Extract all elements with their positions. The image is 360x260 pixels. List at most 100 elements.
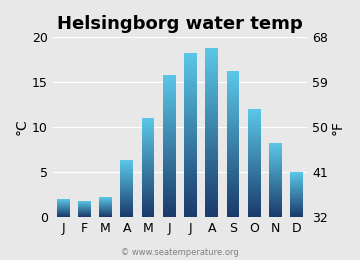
- Bar: [248, 201, 261, 202]
- Bar: [142, 148, 154, 149]
- Bar: [163, 75, 176, 77]
- Bar: [206, 191, 218, 193]
- Bar: [227, 126, 239, 128]
- Bar: [248, 167, 261, 168]
- Bar: [269, 203, 282, 204]
- Bar: [227, 142, 239, 144]
- Bar: [184, 196, 197, 198]
- Bar: [142, 164, 154, 165]
- Bar: [184, 209, 197, 211]
- Bar: [121, 197, 133, 198]
- Bar: [142, 122, 154, 123]
- Bar: [248, 119, 261, 120]
- Bar: [227, 159, 239, 160]
- Bar: [163, 164, 176, 165]
- Bar: [248, 147, 261, 148]
- Bar: [121, 177, 133, 178]
- Bar: [142, 123, 154, 124]
- Bar: [206, 130, 218, 132]
- Bar: [184, 182, 197, 184]
- Bar: [269, 192, 282, 193]
- Bar: [184, 186, 197, 188]
- Bar: [227, 115, 239, 117]
- Bar: [227, 72, 239, 73]
- Bar: [121, 189, 133, 190]
- Bar: [227, 171, 239, 173]
- Bar: [269, 160, 282, 161]
- Bar: [227, 79, 239, 81]
- Bar: [206, 80, 218, 82]
- Bar: [291, 212, 303, 213]
- Bar: [121, 207, 133, 208]
- Bar: [206, 59, 218, 61]
- Bar: [206, 189, 218, 191]
- Bar: [269, 195, 282, 196]
- Bar: [121, 170, 133, 171]
- Bar: [269, 168, 282, 169]
- Bar: [163, 132, 176, 133]
- Bar: [248, 203, 261, 205]
- Bar: [227, 184, 239, 186]
- Bar: [121, 206, 133, 207]
- Bar: [142, 121, 154, 122]
- Bar: [227, 73, 239, 75]
- Bar: [121, 174, 133, 175]
- Bar: [163, 142, 176, 144]
- Bar: [163, 114, 176, 116]
- Bar: [291, 192, 303, 193]
- Bar: [142, 199, 154, 201]
- Bar: [206, 96, 218, 99]
- Bar: [163, 96, 176, 98]
- Bar: [227, 168, 239, 170]
- Bar: [248, 143, 261, 144]
- Bar: [163, 77, 176, 79]
- Bar: [291, 186, 303, 187]
- Bar: [142, 154, 154, 155]
- Bar: [291, 200, 303, 201]
- Bar: [269, 176, 282, 177]
- Bar: [227, 157, 239, 159]
- Bar: [184, 67, 197, 69]
- Bar: [269, 150, 282, 151]
- Bar: [206, 73, 218, 75]
- Bar: [163, 180, 176, 181]
- Bar: [142, 184, 154, 185]
- Bar: [269, 152, 282, 153]
- Bar: [163, 103, 176, 105]
- Bar: [121, 196, 133, 197]
- Bar: [163, 192, 176, 194]
- Bar: [163, 185, 176, 187]
- Bar: [227, 150, 239, 151]
- Bar: [142, 181, 154, 182]
- Bar: [121, 179, 133, 180]
- Bar: [121, 187, 133, 188]
- Bar: [227, 208, 239, 210]
- Bar: [184, 159, 197, 161]
- Bar: [206, 193, 218, 196]
- Bar: [121, 186, 133, 187]
- Bar: [206, 187, 218, 189]
- Bar: [248, 159, 261, 160]
- Bar: [142, 129, 154, 131]
- Bar: [142, 193, 154, 194]
- Bar: [269, 180, 282, 181]
- Bar: [142, 145, 154, 146]
- Bar: [248, 151, 261, 152]
- Bar: [163, 190, 176, 192]
- Bar: [248, 190, 261, 191]
- Bar: [269, 189, 282, 190]
- Bar: [227, 182, 239, 184]
- Bar: [248, 191, 261, 192]
- Bar: [206, 160, 218, 162]
- Bar: [184, 57, 197, 59]
- Bar: [227, 191, 239, 193]
- Bar: [248, 179, 261, 180]
- Bar: [248, 175, 261, 176]
- Bar: [206, 183, 218, 185]
- Bar: [121, 176, 133, 177]
- Bar: [206, 128, 218, 130]
- Bar: [269, 210, 282, 211]
- Bar: [142, 134, 154, 135]
- Bar: [227, 119, 239, 120]
- Bar: [291, 183, 303, 184]
